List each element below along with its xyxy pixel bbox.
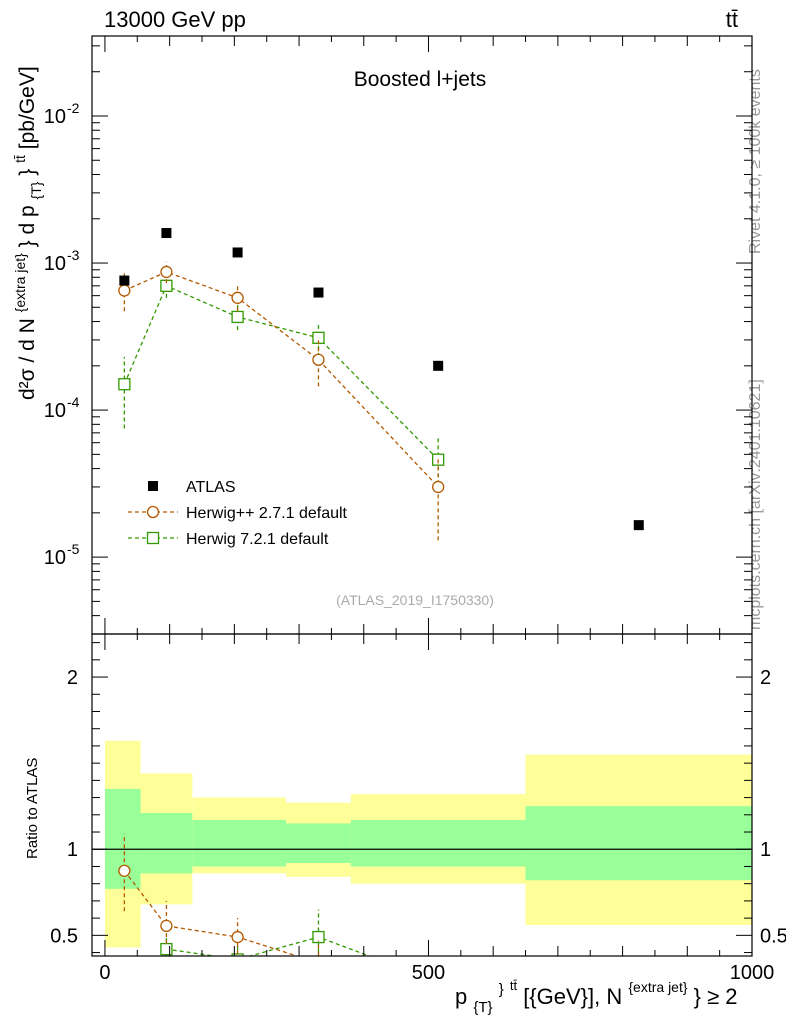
x-label-mid: [{GeV}], N: [523, 984, 622, 1009]
y-tick-exponent: -4: [67, 394, 80, 410]
band-inner: [525, 806, 752, 881]
herwigpp-line: [124, 271, 439, 488]
header-right: tt̄: [726, 7, 738, 32]
ratio-y-tick-label-right: 2: [760, 667, 771, 689]
herwig7-ratio-point: [119, 981, 130, 992]
legend: ATLAS Herwig++ 2.7.1 default Herwig 7.2.…: [128, 479, 348, 548]
x-tick-label: 0: [99, 962, 110, 984]
mcplots-note: mcplots.cern.ch [arXiv:2401.10621]: [747, 379, 764, 630]
x-label-sup2: tt̄: [510, 978, 518, 993]
ratio-frame: [91, 633, 753, 957]
atlas-point: [232, 247, 243, 258]
band-inner: [286, 823, 351, 864]
header-left: 13000 GeV pp: [104, 7, 246, 32]
y-tick-exponent: -5: [67, 541, 80, 557]
y-axis-label: d²σ / d N {extra jet} } d p {T} } tt̄ [p…: [7, 66, 46, 400]
legend-herwigpp-marker: [146, 505, 160, 519]
atlas-point: [119, 275, 130, 286]
ratio-y-tick-label-right: 0.5: [760, 925, 786, 947]
ratio-y-tick-label: 1: [67, 839, 78, 861]
plot-title: Boosted l+jets: [354, 68, 487, 91]
y-tick-label: 10: [44, 253, 66, 275]
legend-atlas-marker: [148, 481, 158, 491]
x-label-sup3: {extra jet}: [628, 979, 687, 995]
band-inner: [192, 819, 287, 867]
legend-herwig7-marker: [146, 531, 160, 545]
atlas-point: [433, 360, 444, 371]
herwigpp-point: [231, 291, 244, 304]
band-inner: [140, 813, 193, 874]
band-inner: [350, 819, 526, 867]
analysis-watermark: (ATLAS_2019_I1750330): [336, 592, 494, 608]
y-label-mid: } d p: [16, 205, 39, 247]
herwigpp-ratio-point: [118, 864, 131, 877]
legend-herwig7-label: Herwig 7.2.1 default: [186, 531, 329, 548]
y-label-sub: {T}: [28, 181, 44, 199]
y-label-brace: }: [16, 169, 39, 176]
y-tick-exponent: -3: [67, 247, 80, 263]
x-label-p: p: [455, 984, 467, 1009]
x-label-sub: {T}: [473, 999, 492, 1016]
herwigpp-ratio-point: [231, 930, 244, 944]
ratio-y-label: Ratio to ATLAS: [24, 758, 41, 859]
y-tick-label: 10: [44, 547, 66, 569]
herwigpp-ratio-point: [160, 919, 173, 933]
y-tick-label: 10: [44, 106, 66, 128]
rivet-note: Rivet 4.1.0, ≥ 100k events: [747, 69, 764, 254]
x-tick-label: 500: [412, 962, 445, 984]
atlas-point: [161, 228, 172, 239]
ratio-y-tick-label: 0.5: [50, 925, 78, 947]
herwig7-point: [231, 310, 244, 324]
herwig7-ratio-line: [157, 936, 371, 956]
herwigpp-point: [312, 353, 325, 366]
herwigpp-ratio-point: [313, 957, 324, 968]
atlas-point: [633, 520, 644, 531]
herwig7-point: [118, 378, 131, 391]
herwigpp-ratio-point: [433, 990, 444, 1001]
y-label-main: d²σ / d N: [16, 318, 39, 400]
y-label-sup2: tt̄: [12, 155, 28, 163]
x-label-sup: }: [499, 981, 504, 998]
y-tick-label: 10: [44, 400, 66, 422]
x-tick-label: 1000: [730, 962, 775, 984]
ratio-y-tick-label: 2: [67, 667, 78, 689]
herwig7-ratio-point: [160, 942, 173, 956]
y-tick-exponent: -2: [67, 100, 80, 116]
y-label-end: [pb/GeV]: [16, 66, 39, 149]
x-label-end: } ≥ 2: [694, 984, 738, 1009]
legend-atlas-label: ATLAS: [186, 479, 236, 496]
y-label-sup1: {extra jet}: [12, 253, 28, 312]
herwigpp-point: [432, 480, 445, 494]
x-axis-label: p {T} } tt̄ [{GeV}], N {extra jet} } ≥ 2: [455, 970, 738, 1017]
ratio-panel: 0.5 0.5 1 1 2 2 0 500 1000 Ratio to ATLAS p {T} …: [24, 633, 786, 1017]
herwig7-line: [123, 284, 439, 461]
ratio-y-tick-label-right: 1: [760, 839, 771, 861]
herwigpp-point: [118, 284, 131, 297]
herwig7-ratio-point: [312, 930, 325, 944]
main-panel: 10-510-410-310-2 Boosted l+jets (ATLAS_2…: [7, 35, 753, 635]
legend-herwigpp-label: Herwig++ 2.7.1 default: [186, 505, 348, 522]
herwigpp-point: [160, 265, 173, 279]
atlas-point: [313, 287, 324, 298]
